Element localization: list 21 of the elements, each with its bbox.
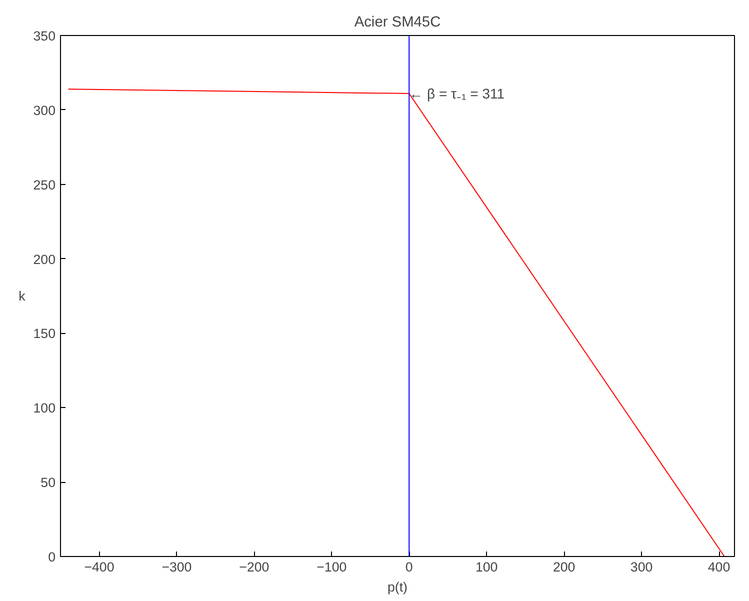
x-tick-label: 300 xyxy=(630,560,653,574)
chart-title: Acier SM45C xyxy=(354,14,442,30)
x-tick-label: −300 xyxy=(162,560,192,574)
x-axis-title: p(t) xyxy=(388,580,408,594)
y-tick-label: 350 xyxy=(33,28,56,44)
y-tick-label: 250 xyxy=(33,177,56,192)
x-tick-label: 100 xyxy=(475,560,498,574)
y-tick-label: 50 xyxy=(40,475,56,490)
y-tick-label: 200 xyxy=(33,252,56,267)
y-tick-label: 0 xyxy=(48,550,56,564)
y-tick-label: 300 xyxy=(33,102,56,118)
y-tick-label: 150 xyxy=(33,326,56,342)
annotation: ← β = τ₋₁ = 311 xyxy=(409,86,505,102)
y-tick-label: 100 xyxy=(33,400,56,416)
x-tick-label: 200 xyxy=(552,560,576,574)
x-tick-label: −400 xyxy=(84,560,114,574)
x-tick-label: 0 xyxy=(405,560,413,574)
x-tick-label: −100 xyxy=(316,560,347,574)
x-tick-label: 400 xyxy=(708,560,730,574)
y-axis-title: k xyxy=(18,288,26,304)
x-tick-label: −200 xyxy=(239,560,270,574)
